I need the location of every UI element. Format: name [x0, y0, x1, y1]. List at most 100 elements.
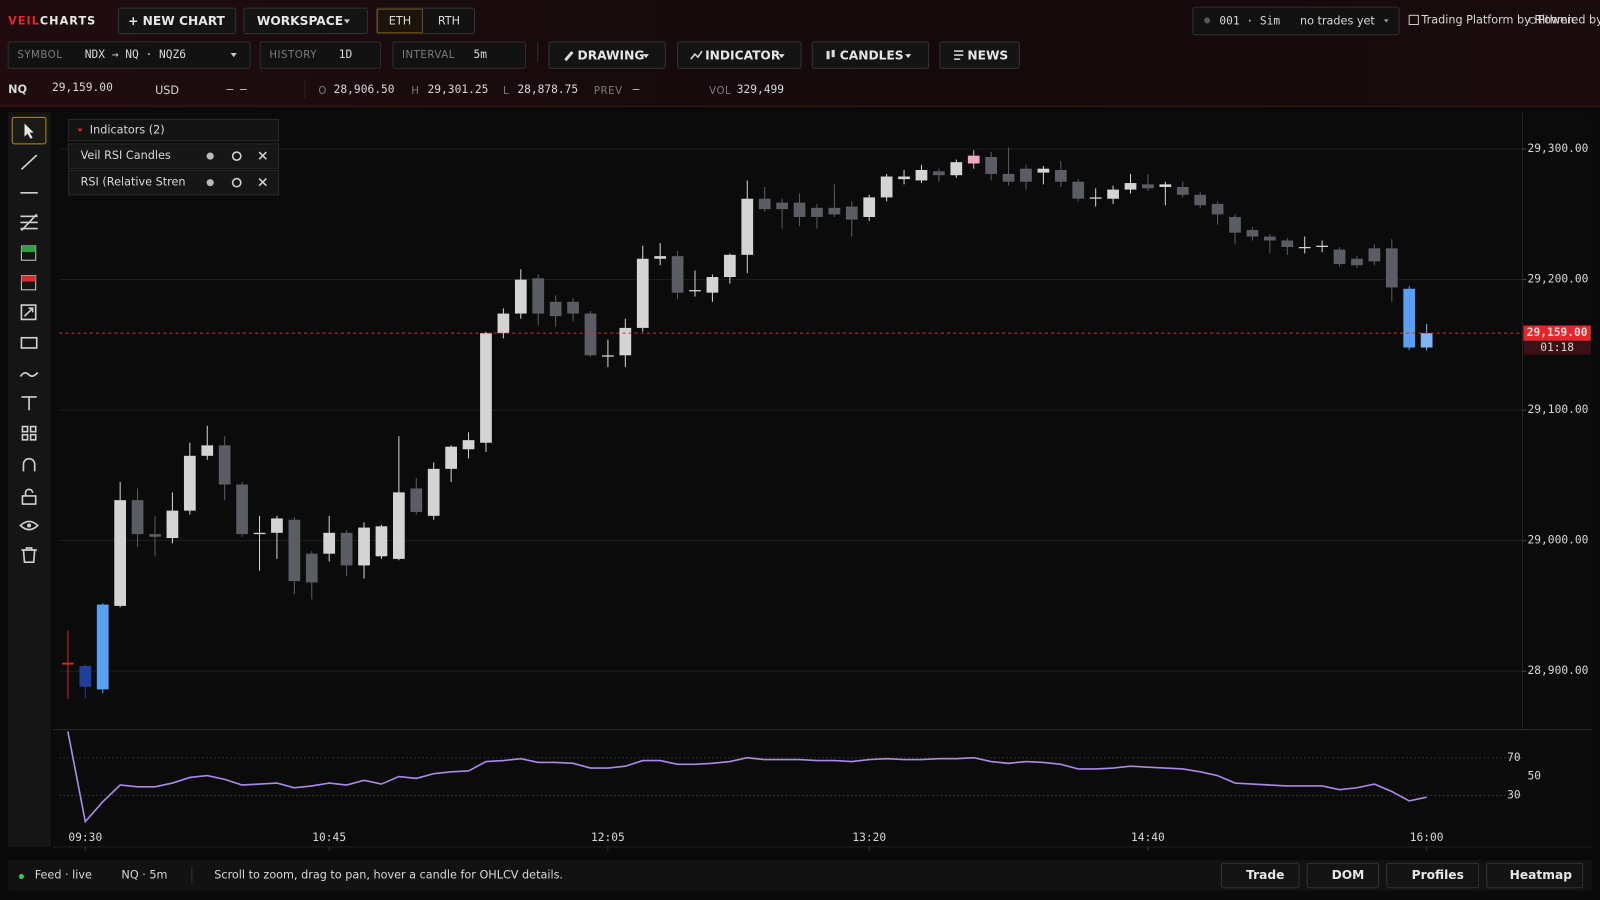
candle-body [271, 518, 283, 533]
tool-lock[interactable] [21, 488, 37, 505]
feed-status [18, 873, 24, 880]
tool-fib[interactable] [20, 213, 38, 232]
tool-brush[interactable] [19, 371, 39, 378]
rithmic-logo [1408, 14, 1419, 26]
account: 001 · Sim [1219, 14, 1280, 27]
session-rth-label: RTH [438, 14, 460, 27]
news-label: NEWS [967, 49, 1008, 63]
candle-body [811, 207, 823, 217]
tool-measure[interactable] [20, 304, 37, 321]
tool-trendline[interactable] [20, 154, 38, 170]
indicator-button[interactable] [677, 41, 802, 69]
x-tick-label: 14:40 [1131, 831, 1165, 844]
interval-field[interactable] [392, 41, 527, 69]
brand-prefix: VEIL [8, 14, 40, 27]
chart-area[interactable] [53, 112, 1592, 847]
tool-sidebar [8, 112, 52, 847]
countdown-tag [1523, 341, 1591, 355]
candle-body [375, 526, 388, 557]
brand: VEILCHARTS [8, 14, 96, 27]
history-field[interactable] [259, 41, 382, 69]
candle-body [1072, 181, 1085, 199]
interval: 5m [473, 48, 487, 61]
rsi-tick-label: 30 [1507, 788, 1521, 801]
candle-body [950, 162, 963, 176]
indicator-remove[interactable] [258, 177, 267, 187]
candle-body [1333, 249, 1346, 264]
indicator-settings[interactable] [231, 177, 242, 188]
candle-body [619, 327, 632, 356]
candle-body [1403, 288, 1416, 348]
new-chart-button[interactable] [117, 7, 237, 35]
candle-body [723, 254, 736, 278]
quote-symbol: NQ [8, 83, 27, 96]
indicator-icon [690, 50, 703, 60]
powered-credit: Powered by OMNE [1538, 13, 1600, 26]
candle-body [741, 198, 754, 255]
symbol-field[interactable] [7, 41, 251, 69]
candle-body [1107, 189, 1119, 199]
candle-body [445, 446, 457, 469]
history: 1D [339, 48, 353, 61]
indicator-legend-title: Indicators (2) [90, 124, 165, 137]
indicator-remove[interactable] [258, 151, 267, 160]
low-label: L [503, 86, 509, 97]
candle-body [201, 445, 214, 456]
indicator-row[interactable] [67, 143, 280, 169]
countdown: 01:18 [1540, 341, 1574, 354]
tool-rect[interactable] [20, 336, 38, 349]
prev-label: PREV [594, 86, 623, 97]
indicator-row[interactable] [67, 169, 280, 196]
tool-long[interactable] [20, 245, 37, 261]
account-selector[interactable] [1192, 6, 1400, 36]
rsi-tick-label: 70 [1507, 751, 1521, 764]
dom-label: DOM [1332, 868, 1365, 882]
candles-button[interactable] [811, 41, 930, 69]
candle-body [410, 488, 423, 512]
candle-body [1298, 247, 1311, 249]
workspace-button[interactable] [243, 7, 368, 35]
indicator-settings[interactable] [231, 151, 242, 162]
profiles-label: Profiles [1412, 868, 1464, 882]
candle-body [218, 445, 231, 485]
feed: Feed · live [35, 869, 92, 882]
tool-delete[interactable] [21, 547, 37, 564]
candle-body [793, 202, 806, 217]
caret [230, 53, 237, 58]
dom-button[interactable] [1306, 862, 1380, 889]
candle-body [654, 256, 667, 259]
session-eth[interactable] [377, 8, 423, 34]
candle-body [1124, 183, 1137, 190]
candle-body [863, 197, 876, 217]
candle-body [1351, 258, 1363, 266]
low: 28,878.75 [517, 83, 578, 96]
indicator-color[interactable] [206, 179, 214, 187]
eye-pupil [27, 523, 32, 528]
candle-body [1142, 184, 1154, 189]
profiles-button[interactable] [1386, 862, 1480, 889]
news-button[interactable] [939, 41, 1020, 69]
tool-magnet[interactable] [22, 457, 36, 472]
candle-body [706, 277, 719, 293]
candle-body [1229, 216, 1241, 233]
drawing-button[interactable] [548, 41, 666, 69]
session-eth-label: ETH [389, 14, 411, 27]
tool-visibility[interactable] [19, 520, 39, 531]
heatmap-button[interactable] [1486, 862, 1584, 889]
tool-text[interactable] [21, 396, 37, 411]
vol-label: VOL [709, 86, 731, 97]
indicator-color[interactable] [206, 152, 214, 160]
candle-body [915, 170, 928, 181]
indicator-legend-header[interactable] [67, 118, 280, 142]
caret [778, 54, 785, 59]
candle-body [340, 532, 353, 566]
trade-button[interactable] [1220, 862, 1300, 889]
candle-body [462, 440, 475, 450]
tool-patterns[interactable] [21, 425, 37, 441]
candle-body [1002, 173, 1015, 182]
pencil-icon [564, 51, 574, 62]
tool-short[interactable] [20, 275, 37, 291]
candle-body [567, 301, 579, 314]
symbol-label: SYMBOL [17, 50, 62, 61]
candle-body [1385, 248, 1398, 288]
